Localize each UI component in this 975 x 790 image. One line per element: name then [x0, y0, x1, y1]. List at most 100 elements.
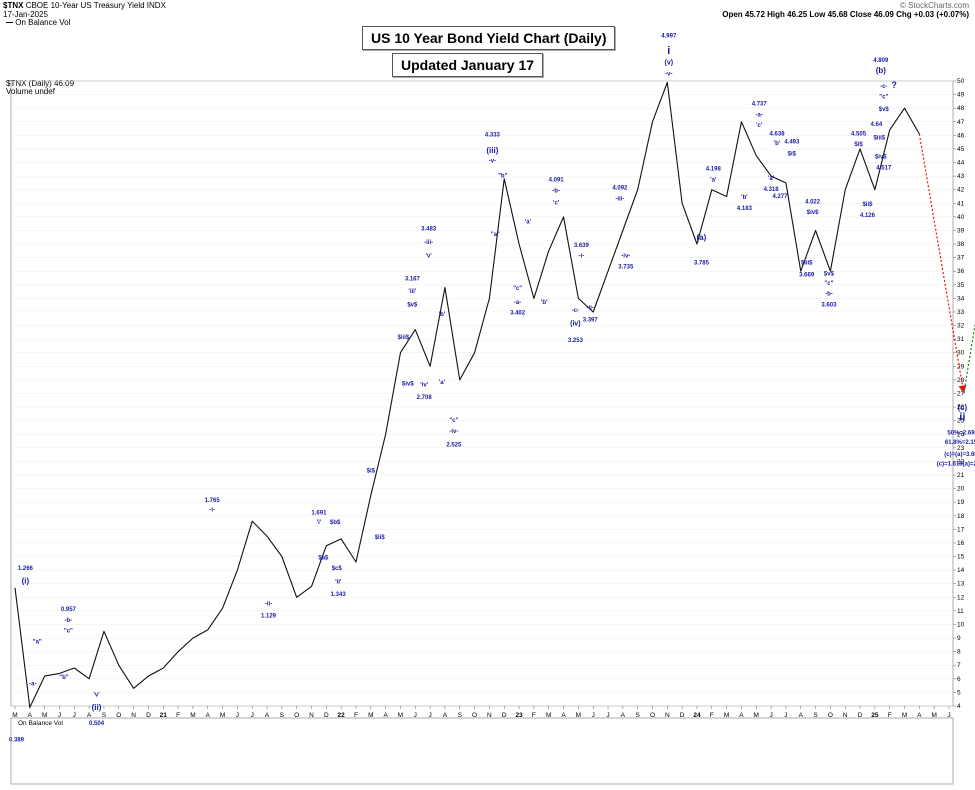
- wave-label: 0.957: [61, 607, 77, 613]
- projection-lines: [918, 133, 975, 394]
- wave-label: 'c': [553, 201, 560, 207]
- wave-label: 'iii': [408, 289, 416, 295]
- x-tick-label: O: [116, 712, 121, 719]
- x-tick-label: A: [87, 712, 92, 719]
- wave-label: "a": [33, 640, 42, 646]
- y-tick-label: 9: [957, 635, 961, 642]
- x-tick-label: 24: [693, 712, 701, 719]
- x-tick-label: S: [813, 712, 818, 719]
- x-tick-label: D: [858, 712, 863, 719]
- wave-label: -i-: [578, 254, 584, 260]
- wave-label: 3.785: [694, 260, 710, 266]
- wave-label: -ii-: [587, 305, 594, 311]
- wave-label: (iv): [570, 321, 581, 328]
- wave-label: 'i': [317, 520, 322, 526]
- yield-price-line: [14, 81, 920, 708]
- x-tick-label: O: [294, 712, 299, 719]
- x-tick-label: A: [206, 712, 211, 719]
- wave-label: -iii-: [615, 197, 624, 203]
- y-axis-ticks: 4567891011121314151617181920212223242526…: [953, 78, 965, 710]
- chart-date: 17-Jan-2025: [3, 10, 48, 19]
- wave-label: "c": [824, 281, 833, 287]
- wave-label: $v$: [824, 271, 835, 277]
- x-tick-label: 23: [515, 712, 523, 719]
- x-axis-ticks: M A M J J A S O N D 21 F M A M J J A S O N D 22 F M A M J J A S O N D 23 F M…: [12, 706, 951, 719]
- wave-label: $iv$: [402, 381, 414, 387]
- wave-label: "c": [879, 95, 888, 101]
- x-tick-label: S: [458, 712, 463, 719]
- wave-label: $iv$: [807, 210, 819, 216]
- x-tick-label: M: [754, 712, 759, 719]
- x-tick-label: M: [42, 712, 47, 719]
- x-tick-label: F: [888, 712, 892, 719]
- wave-label: -v-: [489, 159, 496, 165]
- x-tick-label: S: [280, 712, 285, 719]
- x-tick-label: J: [73, 712, 76, 719]
- instrument-name: CBOE 10-Year US Treasury Yield: [25, 1, 145, 10]
- y-tick-label: 31: [957, 336, 965, 343]
- y-tick-label: 27: [957, 391, 965, 398]
- line-swatch-icon: [6, 22, 13, 24]
- y-tick-label: 49: [957, 92, 965, 99]
- ohlc-readout: Open 45.72 High 46.25 Low 45.68 Close 46…: [722, 10, 969, 19]
- wave-label: $a$: [318, 555, 329, 561]
- wave-label: 'ii': [335, 580, 342, 586]
- wave-label: (a): [697, 233, 707, 242]
- x-tick-label: O: [650, 712, 655, 719]
- x-tick-label: J: [592, 712, 595, 719]
- wave-label: 1.266: [18, 566, 34, 572]
- wave-label: 'a': [710, 178, 717, 184]
- symbol: $TNX: [3, 1, 24, 10]
- wave-label: 'a': [525, 220, 532, 226]
- y-tick-label: 32: [957, 323, 965, 330]
- wave-label: 4.505: [851, 131, 867, 137]
- x-tick-label: A: [561, 712, 566, 719]
- x-tick-label: J: [414, 712, 417, 719]
- y-tick-label: 26: [957, 404, 965, 411]
- y-tick-label: 37: [957, 255, 965, 262]
- wave-label: 'b': [774, 141, 781, 147]
- indicator-legend: On Balance Vol: [6, 18, 70, 27]
- wave-label: 4.091: [549, 178, 565, 184]
- x-tick-label: F: [710, 712, 714, 719]
- x-tick-label: F: [176, 712, 180, 719]
- x-tick-label: J: [606, 712, 609, 719]
- y-tick-label: 14: [957, 567, 965, 574]
- y-tick-label: 39: [957, 227, 965, 234]
- wave-label: 4.277: [772, 194, 788, 200]
- y-tick-label: 47: [957, 119, 965, 126]
- wave-label: 4.638: [770, 131, 786, 137]
- wave-label: 4.737: [752, 101, 768, 107]
- x-tick-label: S: [102, 712, 107, 719]
- y-tick-label: 36: [957, 268, 965, 275]
- x-tick-label: N: [131, 712, 136, 719]
- x-tick-label: 21: [160, 712, 168, 719]
- projection-line: [963, 321, 975, 394]
- x-tick-label: J: [769, 712, 772, 719]
- x-tick-label: N: [843, 712, 848, 719]
- x-tick-label: F: [532, 712, 536, 719]
- y-tick-label: 5: [957, 689, 961, 696]
- projection-arrowhead-icon: [958, 384, 967, 394]
- x-tick-label: D: [680, 712, 685, 719]
- wave-label: $iii$: [873, 135, 885, 141]
- wave-label: 1.343: [331, 592, 347, 598]
- x-tick-label: A: [917, 712, 922, 719]
- x-tick-label: A: [383, 712, 388, 719]
- x-tick-label: M: [576, 712, 581, 719]
- x-tick-label: A: [799, 712, 804, 719]
- wave-label: -c-: [572, 308, 579, 314]
- wave-label: -b-: [552, 188, 560, 194]
- y-tick-label: 13: [957, 581, 965, 588]
- y-tick-label: 50: [957, 78, 965, 85]
- x-tick-label: M: [931, 712, 936, 719]
- y-tick-label: 33: [957, 309, 965, 316]
- wave-label: -a-: [29, 682, 36, 688]
- chart-header-left: $TNX CBOE 10-Year US Treasury Yield INDX: [3, 1, 166, 10]
- x-tick-label: A: [443, 712, 448, 719]
- wave-label: "c": [513, 286, 522, 292]
- y-tick-label: 30: [957, 350, 965, 357]
- y-tick-label: 4: [957, 703, 961, 710]
- wave-label: 61.8%=2.155%: [945, 440, 975, 446]
